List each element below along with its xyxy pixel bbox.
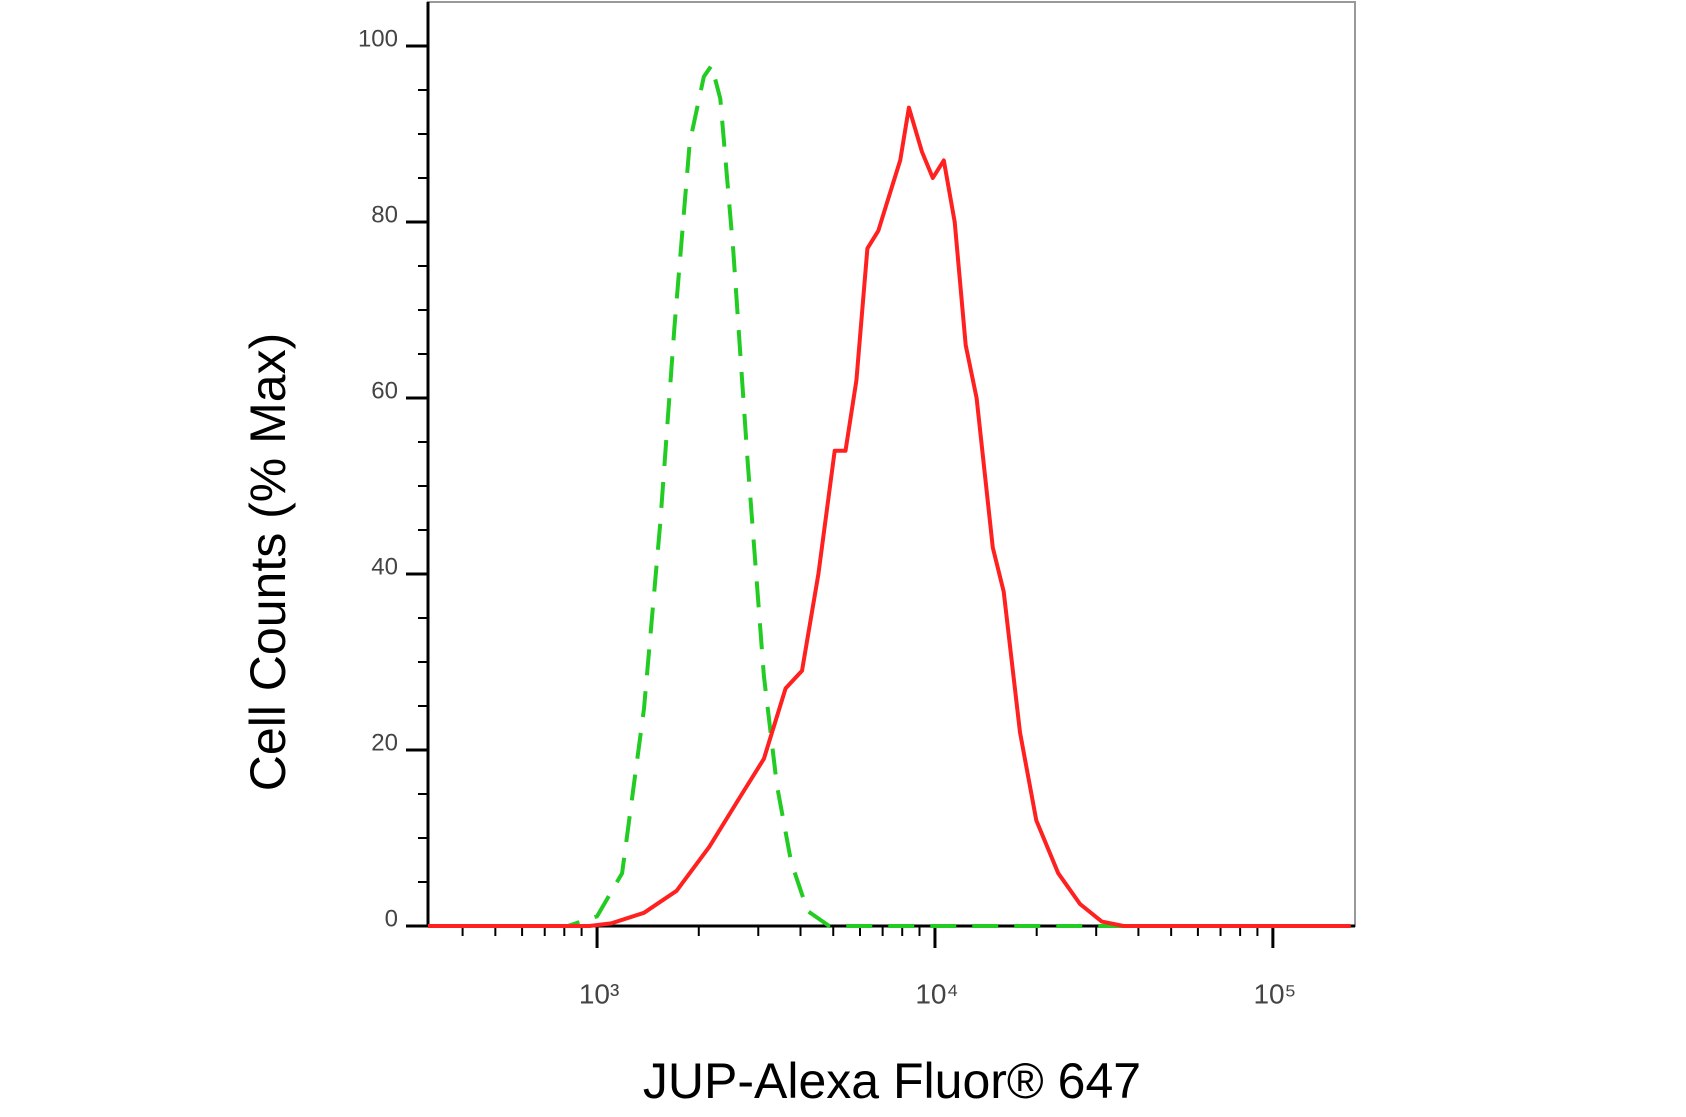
y-tick-label: 80 [371, 201, 398, 228]
y-tick-label: 60 [371, 377, 398, 404]
y-tick-label: 20 [371, 729, 398, 756]
x-tick-label: 10⁴ [915, 978, 958, 1009]
plot-frame [427, 1, 1356, 927]
histogram-line [428, 63, 1351, 928]
y-tick-label: 100 [358, 25, 398, 52]
x-tick-label: 10³ [579, 978, 619, 1009]
y-axis-title: Cell Counts (% Max) [240, 333, 296, 791]
y-tick-label: 40 [371, 553, 398, 580]
histogram-line [428, 105, 1351, 928]
y-tick-label: 0 [385, 905, 398, 932]
x-axis-title: JUP-Alexa Fluor® 647 [643, 1053, 1141, 1109]
x-tick-label: 10⁵ [1253, 978, 1296, 1009]
